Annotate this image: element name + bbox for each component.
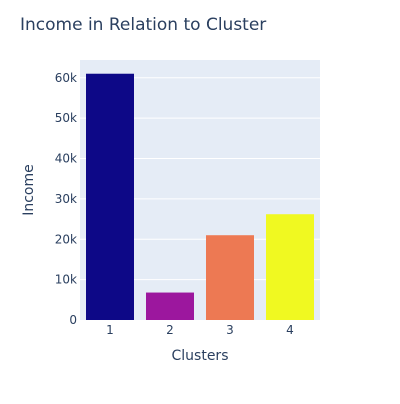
y-tick-label: 30k bbox=[55, 192, 77, 206]
y-tick-label: 0 bbox=[69, 313, 77, 327]
x-tick-label: 4 bbox=[286, 323, 294, 337]
bar-cluster-2[interactable] bbox=[146, 292, 194, 320]
y-tick-label: 10k bbox=[55, 273, 77, 287]
x-axis-title: Clusters bbox=[172, 348, 229, 364]
y-axis-title: Income bbox=[21, 164, 37, 216]
y-axis-ticks: 0 10k 20k 30k 40k 50k 60k bbox=[55, 71, 77, 327]
bar-cluster-1[interactable] bbox=[86, 73, 134, 320]
x-tick-label: 1 bbox=[106, 323, 114, 337]
bar-cluster-3[interactable] bbox=[206, 235, 254, 320]
bar-cluster-4[interactable] bbox=[266, 214, 314, 320]
chart-title: Income in Relation to Cluster bbox=[20, 15, 266, 35]
y-tick-label: 50k bbox=[55, 111, 77, 125]
x-axis-ticks: 1 2 3 4 bbox=[106, 323, 294, 337]
y-tick-label: 20k bbox=[55, 232, 77, 246]
x-tick-label: 3 bbox=[226, 323, 234, 337]
x-tick-label: 2 bbox=[166, 323, 174, 337]
y-tick-label: 60k bbox=[55, 71, 77, 85]
bars bbox=[86, 73, 314, 320]
y-tick-label: 40k bbox=[55, 152, 77, 166]
